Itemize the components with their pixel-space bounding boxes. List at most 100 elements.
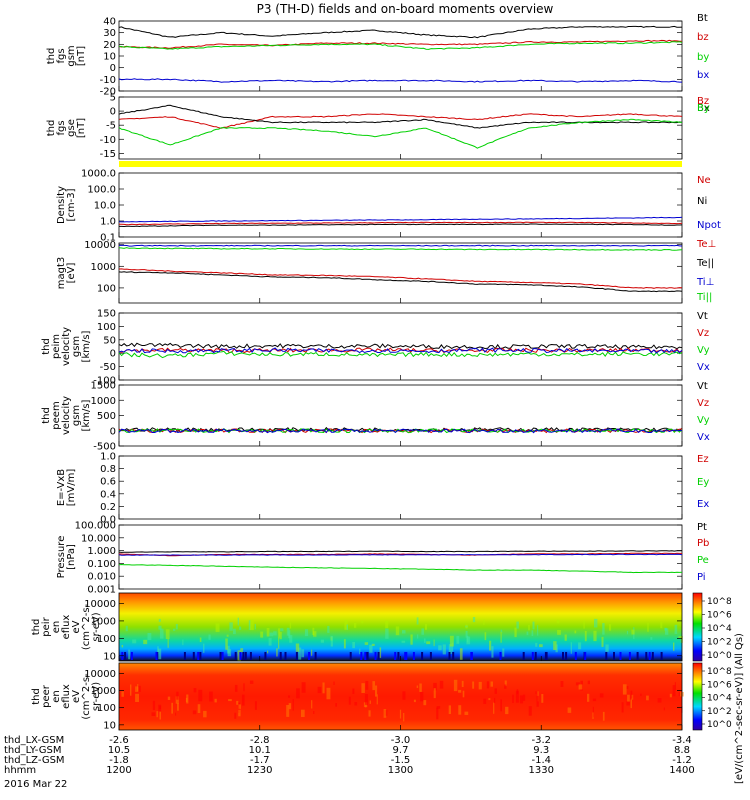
y-tick-label: 50 (103, 335, 116, 346)
colorbar-tick-label: 10^2 (707, 638, 732, 648)
y-tick-label: 10 (103, 52, 116, 63)
series-line-vt (118, 342, 683, 350)
spectrogram-texture (365, 703, 367, 708)
spectrogram-texture (483, 698, 487, 704)
series-line-by (118, 118, 683, 149)
spectrogram-texture (640, 693, 642, 696)
spectrogram-texture (295, 652, 298, 660)
spectrogram-texture (254, 624, 256, 630)
series-line-pt (118, 550, 683, 553)
spectrogram-texture (151, 712, 156, 716)
spectrogram-texture (288, 695, 291, 698)
y-axis-label-line: thd (31, 688, 42, 705)
spectrogram-texture (237, 617, 239, 626)
spectrogram-texture (248, 620, 251, 630)
spectrogram-texture (167, 638, 169, 648)
y-axis-label-line: [km/s] (81, 330, 92, 362)
spectrogram-texture (433, 688, 436, 699)
y-axis-label-line: thd (41, 407, 52, 424)
spectrogram-texture (193, 688, 197, 693)
spectrogram-texture (660, 652, 663, 660)
legend-entry: Te⊥ (696, 239, 716, 250)
panel-6: 1500 1000 500 0 -500 thd peem velocity gsm [km/s]… (41, 381, 710, 453)
spectrogram-texture (592, 698, 597, 702)
spectrogram-texture (567, 707, 572, 713)
spectrogram-texture (402, 691, 406, 700)
spectrogram-texture (541, 694, 544, 703)
spectrogram-texture (130, 652, 133, 660)
y-tick-label: 0.2 (100, 502, 116, 513)
spectrogram-texture (494, 688, 497, 694)
spectrogram-texture (371, 643, 375, 646)
spectrogram-texture (249, 680, 254, 684)
spectrogram-texture (359, 648, 361, 655)
spectrogram-texture (286, 705, 290, 717)
spectrogram-texture (343, 639, 346, 649)
y-tick-label: 10.000 (81, 533, 116, 544)
spectrogram-texture (465, 630, 468, 638)
spectrogram-texture (128, 649, 131, 660)
spectrogram-texture (298, 647, 302, 660)
spectrogram-texture (605, 644, 609, 652)
spectrogram-texture (209, 691, 213, 702)
spectrogram-texture (526, 631, 529, 636)
spectrogram-texture (669, 693, 672, 698)
spectrogram-texture (592, 706, 594, 717)
spectrogram-texture (156, 711, 158, 718)
y-tick-label: 500 (97, 411, 116, 422)
panel-4: 10000 1000 100 magt3 [eV] Te⊥ Te|| Ti⊥ Ti|| (56, 239, 716, 304)
y-axis-label-line: thd (41, 338, 52, 355)
spectrogram-texture (504, 680, 507, 687)
spectrogram-texture (143, 639, 148, 645)
spectrogram-texture (394, 652, 397, 660)
legend-entry: Bz (697, 96, 709, 107)
spectrogram-texture (419, 683, 422, 692)
spectrogram-texture (147, 633, 152, 641)
spectrogram-texture (226, 634, 229, 637)
x-axis-labels: thd_LX-GSMthd_LY-GSMthd_LZ-GSMhhmm-2.610… (4, 735, 695, 776)
legend-entry: Vz (697, 328, 709, 339)
y-axis-label-line: en (51, 690, 62, 703)
panel-frame (118, 96, 683, 160)
y-tick-label: 1000 (91, 686, 116, 697)
y-tick-label: 0.1 (100, 233, 116, 244)
spectrogram-texture (361, 621, 364, 624)
x-tick-label: -1.4 (531, 755, 551, 766)
spectrogram-texture (453, 679, 458, 692)
y-tick-label: 0.001 (87, 585, 116, 596)
spectrogram-texture (158, 625, 162, 630)
y-tick-label: 100 (97, 283, 116, 294)
y-axis-label-line: Pressure (56, 536, 67, 579)
x-axis-row-label: thd_LX-GSM (4, 735, 64, 746)
spectrogram-texture (488, 698, 491, 701)
spectrogram-texture (636, 652, 639, 660)
spectrogram-texture (352, 688, 355, 694)
x-tick-label: -1.7 (250, 755, 270, 766)
spectrogram-texture (159, 628, 164, 639)
y-tick-label: 150 (97, 309, 116, 320)
spectrogram-texture (124, 652, 127, 660)
spectrogram-texture (197, 704, 201, 713)
y-tick-label: 0 (110, 349, 116, 360)
spectrogram-texture (484, 632, 487, 641)
spectrogram-texture (276, 648, 278, 657)
spectrogram-texture (599, 693, 604, 698)
spectrogram-texture (449, 635, 454, 647)
spectrogram-texture (433, 682, 437, 691)
y-axis-label-line: gsm (71, 336, 82, 357)
y-tick-label: -50 (100, 362, 116, 373)
spectrogram-image (119, 663, 682, 730)
x-tick-label: 1400 (669, 765, 694, 776)
y-axis-label-line: sr-eV) (91, 682, 102, 711)
spectrogram-texture (619, 652, 622, 660)
spectrogram-texture (155, 652, 158, 660)
series-line-by (118, 41, 683, 50)
spectrogram-texture (512, 694, 514, 703)
legend-entry: Bx (697, 103, 710, 114)
spectrogram-texture (397, 652, 400, 660)
y-axis-label-line: [eV] (66, 263, 77, 284)
x-tick-label: 9.3 (533, 745, 549, 756)
spectrogram-texture (279, 632, 282, 640)
spectrogram-texture (260, 631, 264, 638)
spectrogram-texture (578, 684, 583, 690)
